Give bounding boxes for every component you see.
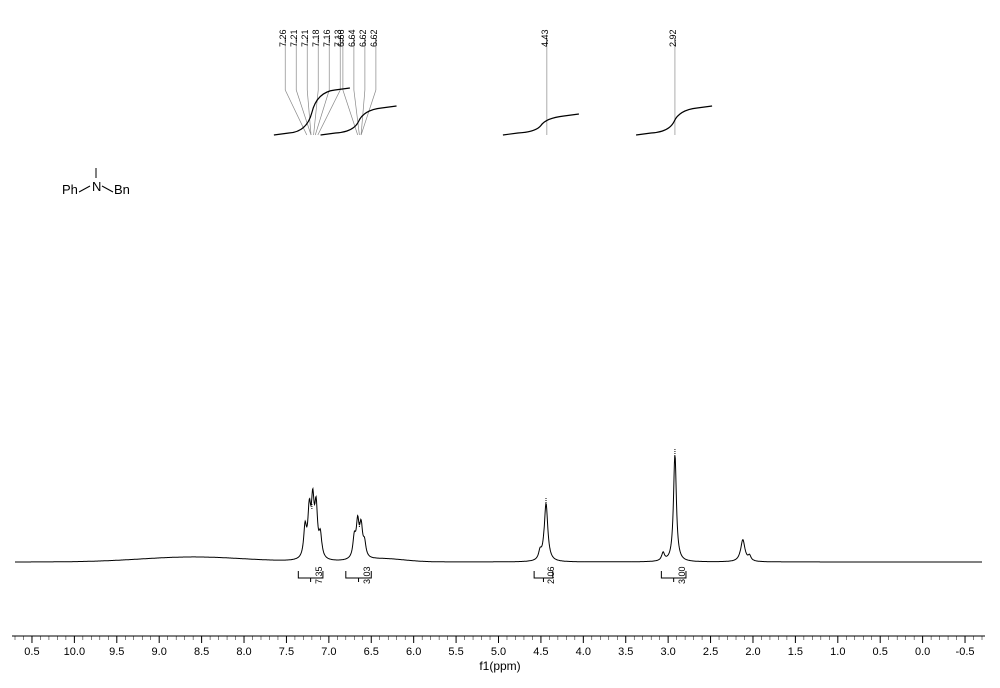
x-tick-label: 7.5 bbox=[279, 646, 294, 658]
integration-curve bbox=[636, 106, 712, 135]
x-tick-label: 2.0 bbox=[745, 646, 760, 658]
x-axis-title: f1(ppm) bbox=[479, 659, 520, 673]
x-tick-label: 6.5 bbox=[364, 646, 379, 658]
x-tick-label: -0.5 bbox=[956, 646, 975, 658]
integration-value: 3.00 bbox=[677, 566, 687, 584]
x-tick-label: 1.0 bbox=[830, 646, 845, 658]
peak-ppm-label: 4.43 bbox=[540, 29, 550, 47]
x-tick-label: 9.5 bbox=[109, 646, 124, 658]
peak-ppm-label: 6.62 bbox=[369, 29, 379, 47]
x-tick-label: 0.5 bbox=[24, 646, 39, 658]
x-tick-label: 6.0 bbox=[406, 646, 421, 658]
spectrum-trace bbox=[15, 455, 982, 562]
peak-ppm-label: 2.92 bbox=[668, 29, 678, 47]
peak-ppm-label: 7.18 bbox=[311, 29, 321, 47]
x-tick-label: 3.0 bbox=[660, 646, 675, 658]
integration-curve bbox=[503, 114, 579, 135]
x-tick-label: 10.0 bbox=[64, 646, 85, 658]
x-tick-label: 3.5 bbox=[618, 646, 633, 658]
peak-ppm-label: 6.64 bbox=[347, 29, 357, 47]
peak-ppm-label: 7.16 bbox=[322, 29, 332, 47]
nmr-spectrum-svg bbox=[0, 0, 1000, 688]
x-tick-label: 0.0 bbox=[915, 646, 930, 658]
x-tick-label: 8.0 bbox=[236, 646, 251, 658]
peak-ppm-label: 7.21 bbox=[289, 29, 299, 47]
x-tick-label: 4.5 bbox=[533, 646, 548, 658]
x-tick-label: 1.5 bbox=[788, 646, 803, 658]
peak-ppm-label: 7.21 bbox=[300, 29, 310, 47]
integration-value: 3.03 bbox=[362, 566, 372, 584]
peak-ppm-label: 7.26 bbox=[278, 29, 288, 47]
integration-value: 7.35 bbox=[314, 566, 324, 584]
x-tick-label: 0.5 bbox=[873, 646, 888, 658]
x-tick-label: 2.5 bbox=[703, 646, 718, 658]
x-tick-label: 8.5 bbox=[194, 646, 209, 658]
x-tick-label: 9.0 bbox=[152, 646, 167, 658]
x-tick-label: 5.5 bbox=[448, 646, 463, 658]
x-tick-label: 7.0 bbox=[321, 646, 336, 658]
integration-value: 2.06 bbox=[546, 566, 556, 584]
x-tick-label: 4.0 bbox=[576, 646, 591, 658]
peak-ppm-label: 6.66 bbox=[336, 29, 346, 47]
x-tick-label: 5.0 bbox=[491, 646, 506, 658]
peak-ppm-label: 6.62 bbox=[358, 29, 368, 47]
integration-curve bbox=[274, 88, 350, 135]
